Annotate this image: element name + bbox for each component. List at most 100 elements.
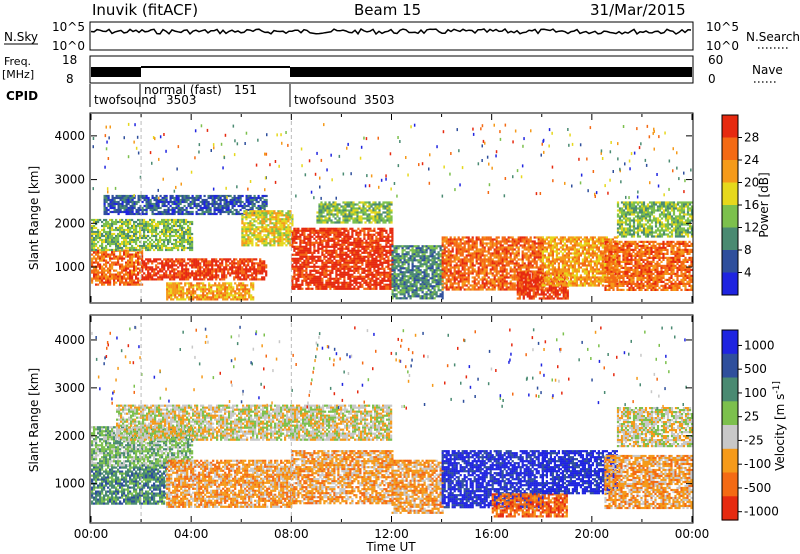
cell bbox=[233, 272, 236, 275]
cell bbox=[397, 275, 400, 278]
cell bbox=[345, 259, 348, 262]
cell bbox=[183, 258, 186, 261]
cell bbox=[347, 267, 350, 270]
cell bbox=[193, 274, 196, 277]
cell bbox=[183, 198, 186, 202]
cell bbox=[445, 240, 448, 243]
cell bbox=[373, 233, 376, 236]
cell bbox=[271, 244, 274, 247]
cell bbox=[181, 270, 184, 273]
cell bbox=[173, 210, 176, 214]
cell bbox=[155, 204, 158, 208]
cell bbox=[319, 239, 322, 242]
cell bbox=[131, 244, 134, 248]
cell bbox=[349, 281, 352, 284]
cell bbox=[121, 259, 124, 262]
cell bbox=[137, 224, 140, 228]
cell bbox=[377, 277, 380, 280]
cell bbox=[255, 198, 258, 202]
cell bbox=[173, 246, 176, 250]
cell bbox=[341, 227, 344, 230]
cell bbox=[321, 273, 324, 276]
cell bbox=[131, 283, 134, 286]
cell bbox=[423, 251, 426, 254]
cell bbox=[387, 259, 390, 262]
cell bbox=[401, 281, 404, 284]
cell bbox=[247, 234, 250, 237]
cell bbox=[249, 198, 252, 202]
cell bbox=[378, 201, 381, 204]
cell bbox=[171, 266, 174, 269]
cell bbox=[107, 234, 110, 238]
cell bbox=[431, 293, 434, 296]
cell bbox=[376, 215, 379, 218]
cell bbox=[237, 270, 240, 273]
cell bbox=[239, 268, 242, 271]
cell bbox=[129, 204, 132, 208]
cell bbox=[223, 272, 226, 275]
cell bbox=[321, 243, 324, 246]
cell bbox=[263, 216, 266, 219]
cpid-seg-3-name: twofsound bbox=[294, 93, 357, 107]
cell bbox=[153, 268, 156, 271]
cell bbox=[233, 200, 236, 204]
cell bbox=[295, 259, 298, 262]
cell bbox=[139, 226, 142, 230]
cell bbox=[170, 284, 173, 287]
cell bbox=[301, 255, 304, 258]
cell bbox=[178, 294, 181, 297]
cell bbox=[345, 271, 348, 274]
band-2 bbox=[103, 194, 268, 216]
cell bbox=[203, 278, 206, 281]
cell bbox=[318, 203, 321, 206]
cell bbox=[352, 205, 355, 208]
cell bbox=[181, 206, 184, 210]
cell bbox=[143, 224, 146, 228]
cell bbox=[207, 262, 210, 265]
cell bbox=[355, 287, 358, 290]
cell bbox=[223, 194, 226, 198]
cell bbox=[244, 292, 247, 295]
freq-label: Freq. bbox=[4, 55, 31, 68]
cell bbox=[433, 285, 436, 288]
cell bbox=[247, 214, 250, 217]
cell bbox=[407, 275, 410, 278]
cell bbox=[103, 259, 106, 262]
cell bbox=[415, 267, 418, 270]
cell bbox=[411, 291, 414, 294]
cell bbox=[427, 259, 430, 262]
cell bbox=[401, 277, 404, 280]
cell bbox=[345, 255, 348, 258]
cell bbox=[316, 221, 319, 224]
cell bbox=[129, 206, 132, 210]
cell bbox=[378, 221, 381, 224]
cell bbox=[289, 238, 292, 241]
cell bbox=[183, 212, 186, 216]
cell bbox=[245, 208, 248, 212]
cell bbox=[107, 283, 110, 286]
cell bbox=[147, 260, 150, 263]
cell bbox=[283, 234, 286, 237]
cell bbox=[219, 198, 222, 202]
cell bbox=[113, 240, 116, 244]
cell bbox=[397, 255, 400, 258]
cell bbox=[393, 261, 396, 264]
cell bbox=[299, 229, 302, 232]
cell bbox=[119, 206, 122, 210]
cell bbox=[247, 236, 250, 239]
cell bbox=[265, 202, 268, 206]
cell bbox=[145, 240, 148, 244]
cell bbox=[107, 271, 110, 274]
cell bbox=[131, 230, 134, 234]
cell bbox=[409, 285, 412, 288]
cell bbox=[399, 257, 402, 260]
cell bbox=[311, 279, 314, 282]
cell bbox=[336, 215, 339, 218]
cell bbox=[337, 233, 340, 236]
cell bbox=[236, 284, 239, 287]
cell bbox=[143, 226, 146, 230]
cell bbox=[357, 235, 360, 238]
cell bbox=[407, 287, 410, 290]
cell bbox=[267, 234, 270, 237]
cell bbox=[173, 224, 176, 228]
